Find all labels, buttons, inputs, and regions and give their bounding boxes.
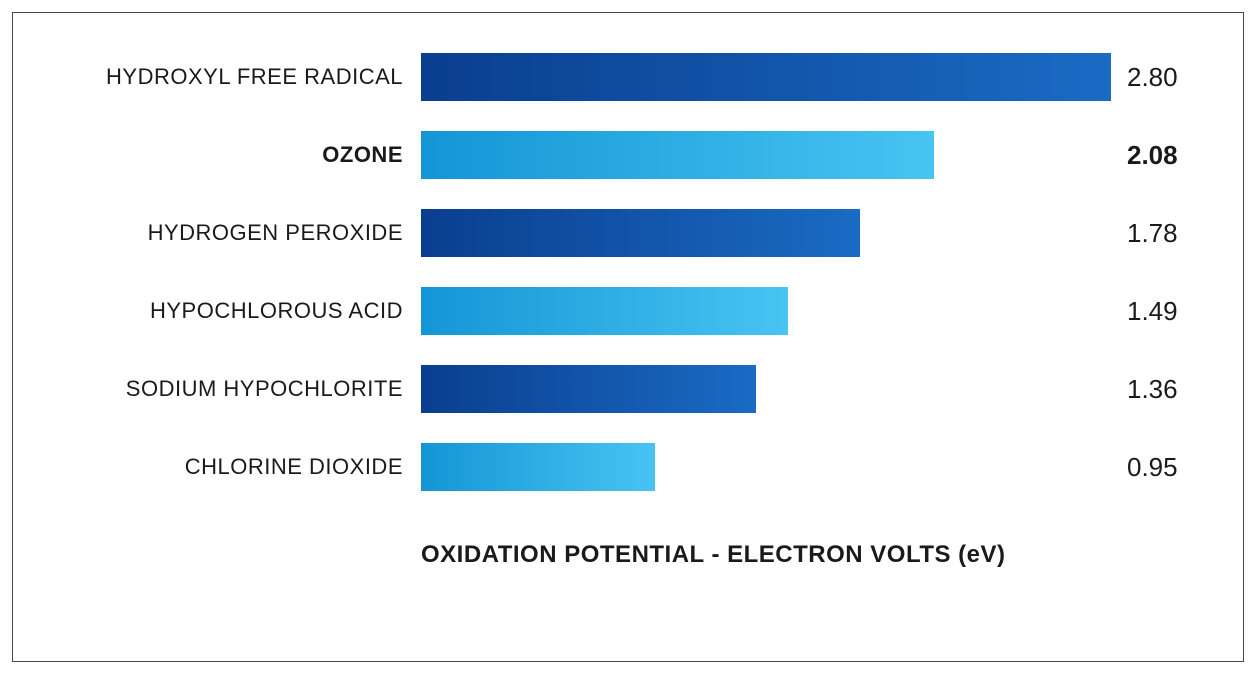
category-label: CHLORINE DIOXIDE xyxy=(63,454,421,480)
bar-track xyxy=(421,209,1111,257)
value-label: 1.36 xyxy=(1111,374,1178,405)
bar-row: CHLORINE DIOXIDE 0.95 xyxy=(63,443,1193,491)
bar xyxy=(421,209,860,257)
x-axis-title: OXIDATION POTENTIAL - ELECTRON VOLTS (eV… xyxy=(421,541,1193,569)
value-label: 2.80 xyxy=(1111,62,1178,93)
category-label: HYDROGEN PEROXIDE xyxy=(63,220,421,246)
category-label: HYPOCHLOROUS ACID xyxy=(63,298,421,324)
bar-track xyxy=(421,443,1111,491)
bar-track xyxy=(421,131,1111,179)
chart-panel: HYDROXYL FREE RADICAL 2.80 OZONE 2.08 HYDROG… xyxy=(12,12,1244,662)
bar xyxy=(421,287,788,335)
bar-row: HYDROGEN PEROXIDE 1.78 xyxy=(63,209,1193,257)
value-label: 2.08 xyxy=(1111,140,1178,171)
bar-row: OZONE 2.08 xyxy=(63,131,1193,179)
chart-frame: HYDROXYL FREE RADICAL 2.80 OZONE 2.08 HYDROG… xyxy=(0,0,1256,674)
bar-row: HYDROXYL FREE RADICAL 2.80 xyxy=(63,53,1193,101)
chart-area: HYDROXYL FREE RADICAL 2.80 OZONE 2.08 HYDROG… xyxy=(63,53,1193,491)
value-label: 1.49 xyxy=(1111,296,1178,327)
category-label: OZONE xyxy=(63,142,421,168)
bar xyxy=(421,53,1111,101)
bar-row: SODIUM HYPOCHLORITE 1.36 xyxy=(63,365,1193,413)
bar xyxy=(421,443,655,491)
bar-track xyxy=(421,53,1111,101)
bar-track xyxy=(421,365,1111,413)
category-label: HYDROXYL FREE RADICAL xyxy=(63,64,421,90)
value-label: 0.95 xyxy=(1111,452,1178,483)
bar xyxy=(421,131,934,179)
bar xyxy=(421,365,756,413)
bar-row: HYPOCHLOROUS ACID 1.49 xyxy=(63,287,1193,335)
bar-track xyxy=(421,287,1111,335)
category-label: SODIUM HYPOCHLORITE xyxy=(63,376,421,402)
value-label: 1.78 xyxy=(1111,218,1178,249)
